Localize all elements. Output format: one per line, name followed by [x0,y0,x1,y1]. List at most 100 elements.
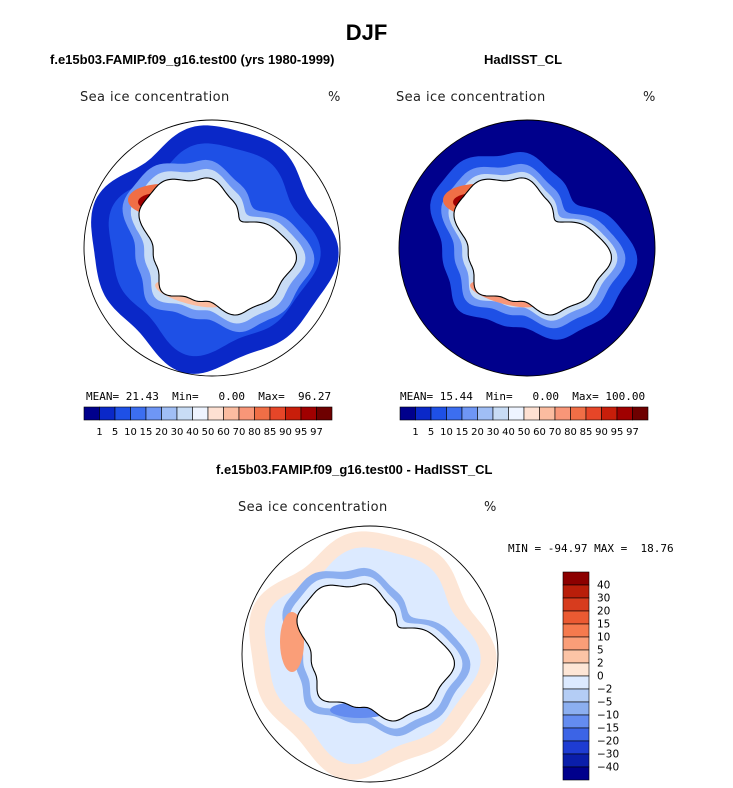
colorbar-tick-label: −40 [597,762,619,774]
colorbar-swatch [562,571,590,586]
antarctica-coastline [138,177,297,316]
panel2-max-value: 100.00 [605,390,646,403]
colorbar-tick-label: 20 [597,606,610,618]
colorbar-tick-label: 70 [233,427,246,438]
colorbar-swatch [562,727,590,742]
colorbar-swatch [562,766,590,781]
colorbar-swatch [207,406,224,421]
colorbar-swatch [539,406,556,421]
colorbar-tick-label: 30 [487,427,500,438]
colorbar-tick-label: 85 [580,427,593,438]
colorbar-tick-label: 80 [248,427,261,438]
colorbar-tick-label: 85 [264,427,277,438]
colorbar-tick-label: 50 [518,427,531,438]
colorbar-tick-label: 60 [533,427,546,438]
colorbar-tick-label: 10 [440,427,453,438]
colorbar-tick-label: 0 [597,671,604,683]
map-boundary [241,525,499,783]
colorbar-tick-label: 97 [626,427,639,438]
colorbar-swatch [446,406,463,421]
panel2-title: HadISST_CL [484,52,563,67]
colorbar-swatch [477,406,494,421]
panel1-mean-value: 21.43 [125,390,159,403]
colorbar-swatch [415,406,432,421]
colorbar-tick-label: 10 [124,427,137,438]
colorbar-swatch [316,406,333,421]
colorbar-swatch [562,610,590,625]
colorbar-tick-label: −20 [597,736,619,748]
colorbar-swatch [562,675,590,690]
colorbar-swatch [585,406,602,421]
panel1-min-value: 0.00 [218,390,246,403]
colorbar-swatch [562,649,590,664]
colorbar-swatch [601,406,618,421]
colorbar-tick-label: 20 [471,427,484,438]
panel3-stats: MIN = -94.97 MAX = 18.76 [508,542,674,555]
colorbar-swatch [492,406,509,421]
colorbar-tick-label: 5 [597,645,604,657]
colorbar-swatch [223,406,240,421]
colorbar-swatch [192,406,209,421]
panel1-polar-map [83,119,341,377]
colorbar-swatch [114,406,131,421]
panel2-variable-label: Sea ice concentration [396,90,546,105]
panel1-units-label: % [328,90,341,105]
colorbar-tick-label: 50 [202,427,215,438]
colorbar-swatch [562,701,590,716]
colorbar-swatch [562,597,590,612]
antarctica-coastline [453,177,612,316]
panel3-title: f.e15b03.FAMIP.f09_g16.test00 - HadISST_… [216,462,493,477]
panel2-mean-value: 15.44 [439,390,473,403]
panel3-min-label: MIN = [508,542,542,555]
colorbar-swatch [399,406,416,421]
colorbar-swatch [570,406,587,421]
colorbar-tick-label: 90 [595,427,608,438]
colorbar-swatch [130,406,147,421]
panel1-colorbar: 1 5 10 15 20 30 40 50 60 70 80 85 90 95 97 [83,406,333,438]
panel3-max-value: 18.76 [640,542,674,555]
panel1-title: f.e15b03.FAMIP.f09_g16.test00 (yrs 1980-… [50,52,335,67]
colorbar-swatch [99,406,116,421]
colorbar-tick-label: 10 [597,632,610,644]
map-boundary [398,119,656,377]
panel1-max-label: Max= [258,390,285,403]
colorbar-tick-label: 95 [295,427,308,438]
panel2-min-label: Min= [486,390,513,403]
panel2-polar-map [398,119,656,377]
colorbar-tick-label: 1 [412,427,418,438]
panel3-polar-map [241,525,499,783]
colorbar-tick-label: 40 [502,427,515,438]
colorbar-tick-label: 30 [171,427,184,438]
colorbar-tick-label: 20 [155,427,168,438]
colorbar-tick-label: 40 [186,427,199,438]
colorbar-tick-label: 60 [217,427,230,438]
colorbar-tick-label: −30 [597,749,619,761]
colorbar-swatch [300,406,317,421]
panel1-variable-label: Sea ice concentration [80,90,230,105]
colorbar-tick-label: 1 [96,427,102,438]
panel2-colorbar: 1 5 10 15 20 30 40 50 60 70 80 85 90 95 97 [399,406,649,438]
colorbar-tick-label: −2 [597,684,612,696]
colorbar-swatch [430,406,447,421]
panel3-units-label: % [484,500,497,515]
colorbar-swatch [238,406,255,421]
panel2-units-label: % [643,90,656,105]
panel2-mean-label: MEAN= [400,390,434,403]
colorbar-swatch [145,406,162,421]
colorbar-swatch [285,406,302,421]
colorbar-swatch [254,406,271,421]
colorbar-swatch [562,662,590,677]
colorbar-swatch [161,406,178,421]
colorbar-swatch [616,406,633,421]
colorbar-tick-label: 2 [597,658,604,670]
map-boundary [83,119,341,377]
panel2-max-label: Max= [572,390,599,403]
colorbar-swatch [269,406,286,421]
colorbar-tick-label: 70 [549,427,562,438]
colorbar-tick-label: 80 [564,427,577,438]
colorbar-tick-label: 90 [279,427,292,438]
colorbar-tick-label: −15 [597,723,619,735]
panel1-max-value: 96.27 [298,390,332,403]
